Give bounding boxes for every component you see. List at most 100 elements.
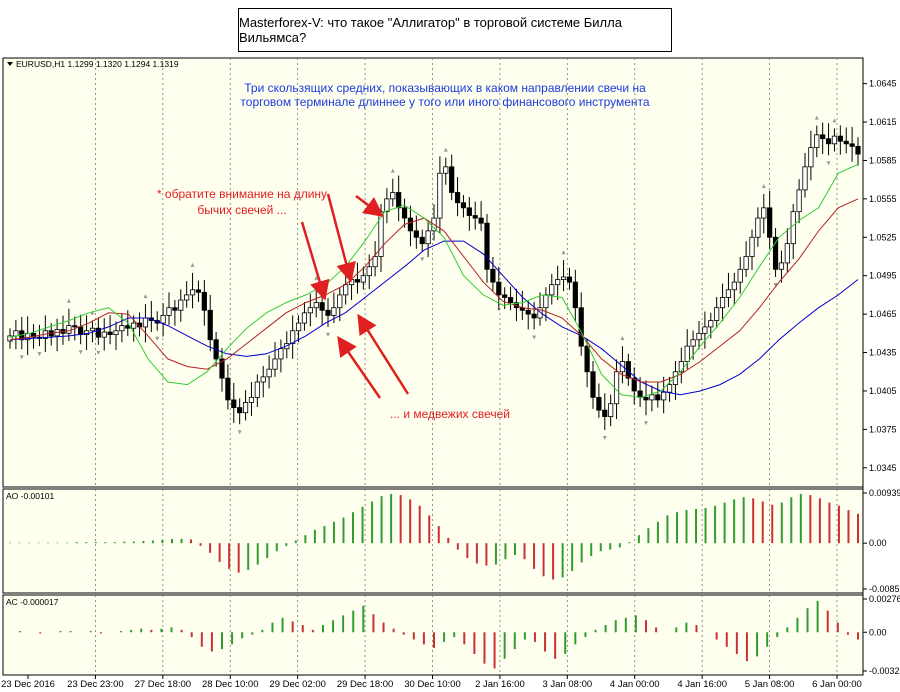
bullish-candle	[666, 384, 673, 393]
fractal-down-icon	[644, 421, 648, 426]
bearish-candle	[507, 297, 514, 303]
bearish-candle	[466, 207, 472, 216]
bearish-candle	[172, 307, 178, 311]
bullish-candle	[313, 302, 319, 309]
bullish-candle	[808, 147, 814, 168]
bullish-candle	[372, 256, 378, 268]
x-tick-label: 29 Dec 18:00	[337, 679, 394, 690]
fractal-down-icon	[237, 430, 242, 435]
bullish-candle	[425, 230, 431, 245]
bullish-candle	[101, 331, 107, 338]
bullish-candle	[248, 396, 255, 403]
ac-bars	[19, 600, 859, 669]
page-title: Masterforex-V: что такое "Аллигатор" в т…	[238, 8, 672, 52]
fractal-down-icon	[155, 336, 160, 341]
bullish-candle	[784, 243, 790, 264]
bullish-candle	[7, 335, 13, 342]
y-tick-label: 0.00939	[869, 488, 900, 498]
bullish-candle	[696, 332, 702, 341]
y-tick-label: 0.00276	[869, 594, 900, 604]
bullish-candle	[166, 307, 172, 316]
fractal-down-icon	[773, 282, 778, 287]
bullish-candle	[814, 134, 820, 149]
bullish-candle	[366, 266, 372, 277]
bearish-candle	[837, 135, 843, 142]
y-tick-label: 1.0495	[869, 271, 897, 281]
main-price-panel	[2, 57, 864, 488]
bearish-candle	[30, 332, 37, 338]
bearish-candle	[354, 279, 361, 283]
bullish-candle	[708, 320, 714, 328]
annotation-bull-line1: * обратите внимание на длину	[157, 187, 327, 201]
y-tick-label: 1.0525	[869, 232, 897, 242]
fractal-up-icon	[561, 250, 566, 255]
y-tick-label: 1.0435	[869, 348, 897, 358]
bearish-candle	[655, 394, 661, 401]
bearish-candle	[602, 409, 608, 417]
bullish-candle	[725, 289, 732, 298]
fractal-down-icon	[326, 332, 330, 337]
triangle-down-icon	[7, 62, 13, 66]
bullish-candle	[737, 268, 743, 283]
bullish-candle	[295, 322, 302, 332]
bearish-candle	[231, 399, 237, 409]
bearish-candle	[531, 313, 537, 319]
fractal-up-icon	[143, 294, 148, 299]
fractal-up-icon	[90, 310, 95, 315]
bullish-candle	[384, 198, 390, 213]
y-tick-label: 1.0375	[869, 424, 897, 434]
x-tick-label: 23 Dec 2016	[1, 679, 55, 690]
bullish-candle	[661, 391, 667, 401]
bullish-candle	[184, 294, 190, 301]
bearish-candle	[319, 302, 325, 311]
bullish-candle	[790, 211, 796, 245]
bearish-candle	[637, 390, 643, 398]
bullish-candle	[714, 307, 720, 321]
bullish-candle	[684, 345, 690, 362]
fractal-down-icon	[96, 350, 101, 355]
bullish-candle	[278, 348, 284, 360]
bearish-candle	[855, 145, 861, 155]
bullish-candle	[266, 368, 272, 378]
y-tick-label: 0.00	[869, 627, 887, 637]
bearish-candle	[396, 192, 402, 209]
bullish-candle	[290, 330, 296, 344]
annotation-arrow	[300, 221, 330, 301]
fractal-down-icon	[37, 352, 42, 357]
bullish-candle	[343, 284, 349, 296]
ac-label: AC -0.000017	[6, 597, 59, 607]
bullish-candle	[649, 394, 655, 401]
fractal-up-icon	[814, 115, 819, 120]
bearish-candle	[201, 291, 207, 311]
bullish-candle	[761, 207, 767, 219]
y-tick-label: 1.0585	[869, 155, 897, 165]
bullish-candle	[13, 330, 19, 337]
bearish-candle	[78, 326, 84, 336]
bearish-candle	[584, 345, 590, 373]
y-tick-label: 1.0405	[869, 386, 897, 396]
fractal-down-icon	[420, 257, 425, 262]
bullish-candle	[755, 217, 761, 238]
annotation-arrow	[337, 335, 382, 399]
bullish-candle	[443, 166, 449, 174]
bearish-candle	[195, 289, 202, 293]
bullish-candle	[160, 314, 166, 324]
bullish-candle	[260, 376, 266, 383]
y-tick-label: 1.0645	[869, 79, 897, 89]
bullish-candle	[331, 307, 337, 316]
x-tick-label: 5 Jan 08:00	[745, 679, 795, 690]
x-tick-label: 4 Jan 00:00	[610, 679, 660, 690]
bearish-candle	[413, 230, 419, 238]
bearish-candle	[631, 377, 637, 392]
fractal-up-icon	[761, 183, 766, 188]
annotation-top-line1: Три скользящих средних, показывающих в к…	[244, 81, 646, 95]
bullish-candle	[337, 294, 343, 309]
bearish-candle	[825, 138, 832, 145]
x-tick-label: 4 Jan 16:00	[677, 679, 727, 690]
bullish-candle	[831, 135, 838, 145]
bearish-candle	[207, 309, 213, 341]
bullish-candle	[731, 281, 737, 291]
bullish-candle	[272, 358, 278, 370]
bullish-candle	[113, 330, 119, 336]
bearish-candle	[460, 202, 467, 209]
